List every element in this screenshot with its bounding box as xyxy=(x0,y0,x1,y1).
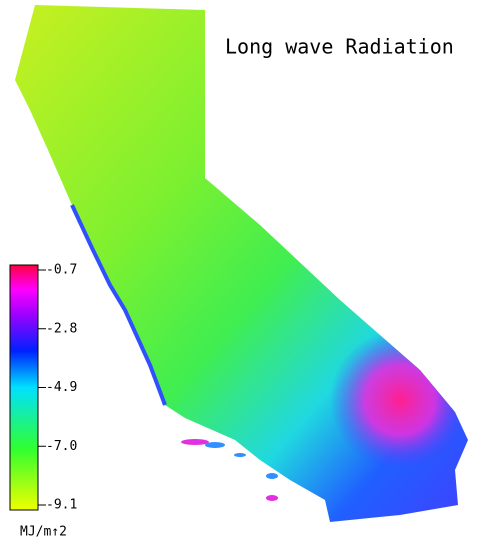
colorbar xyxy=(9,264,39,511)
tick-label: -4.9 xyxy=(46,380,77,395)
colorbar-ticks: -0.7 -2.8 -4.9 -7.0 -9.1 xyxy=(38,263,77,513)
island xyxy=(205,442,225,448)
island xyxy=(266,495,278,501)
tick-label: -9.1 xyxy=(46,498,77,513)
coastline xyxy=(70,204,167,406)
map-title: Long wave Radiation xyxy=(225,35,454,59)
tick-label: -7.0 xyxy=(46,439,77,454)
tick-label: -0.7 xyxy=(46,263,77,278)
island xyxy=(266,473,278,479)
island xyxy=(234,453,246,457)
california xyxy=(15,5,468,522)
tick-label: -2.8 xyxy=(46,321,77,336)
colorbar-unit: MJ/m↑2 xyxy=(20,525,67,540)
hot-region xyxy=(15,5,468,522)
island xyxy=(181,439,209,445)
